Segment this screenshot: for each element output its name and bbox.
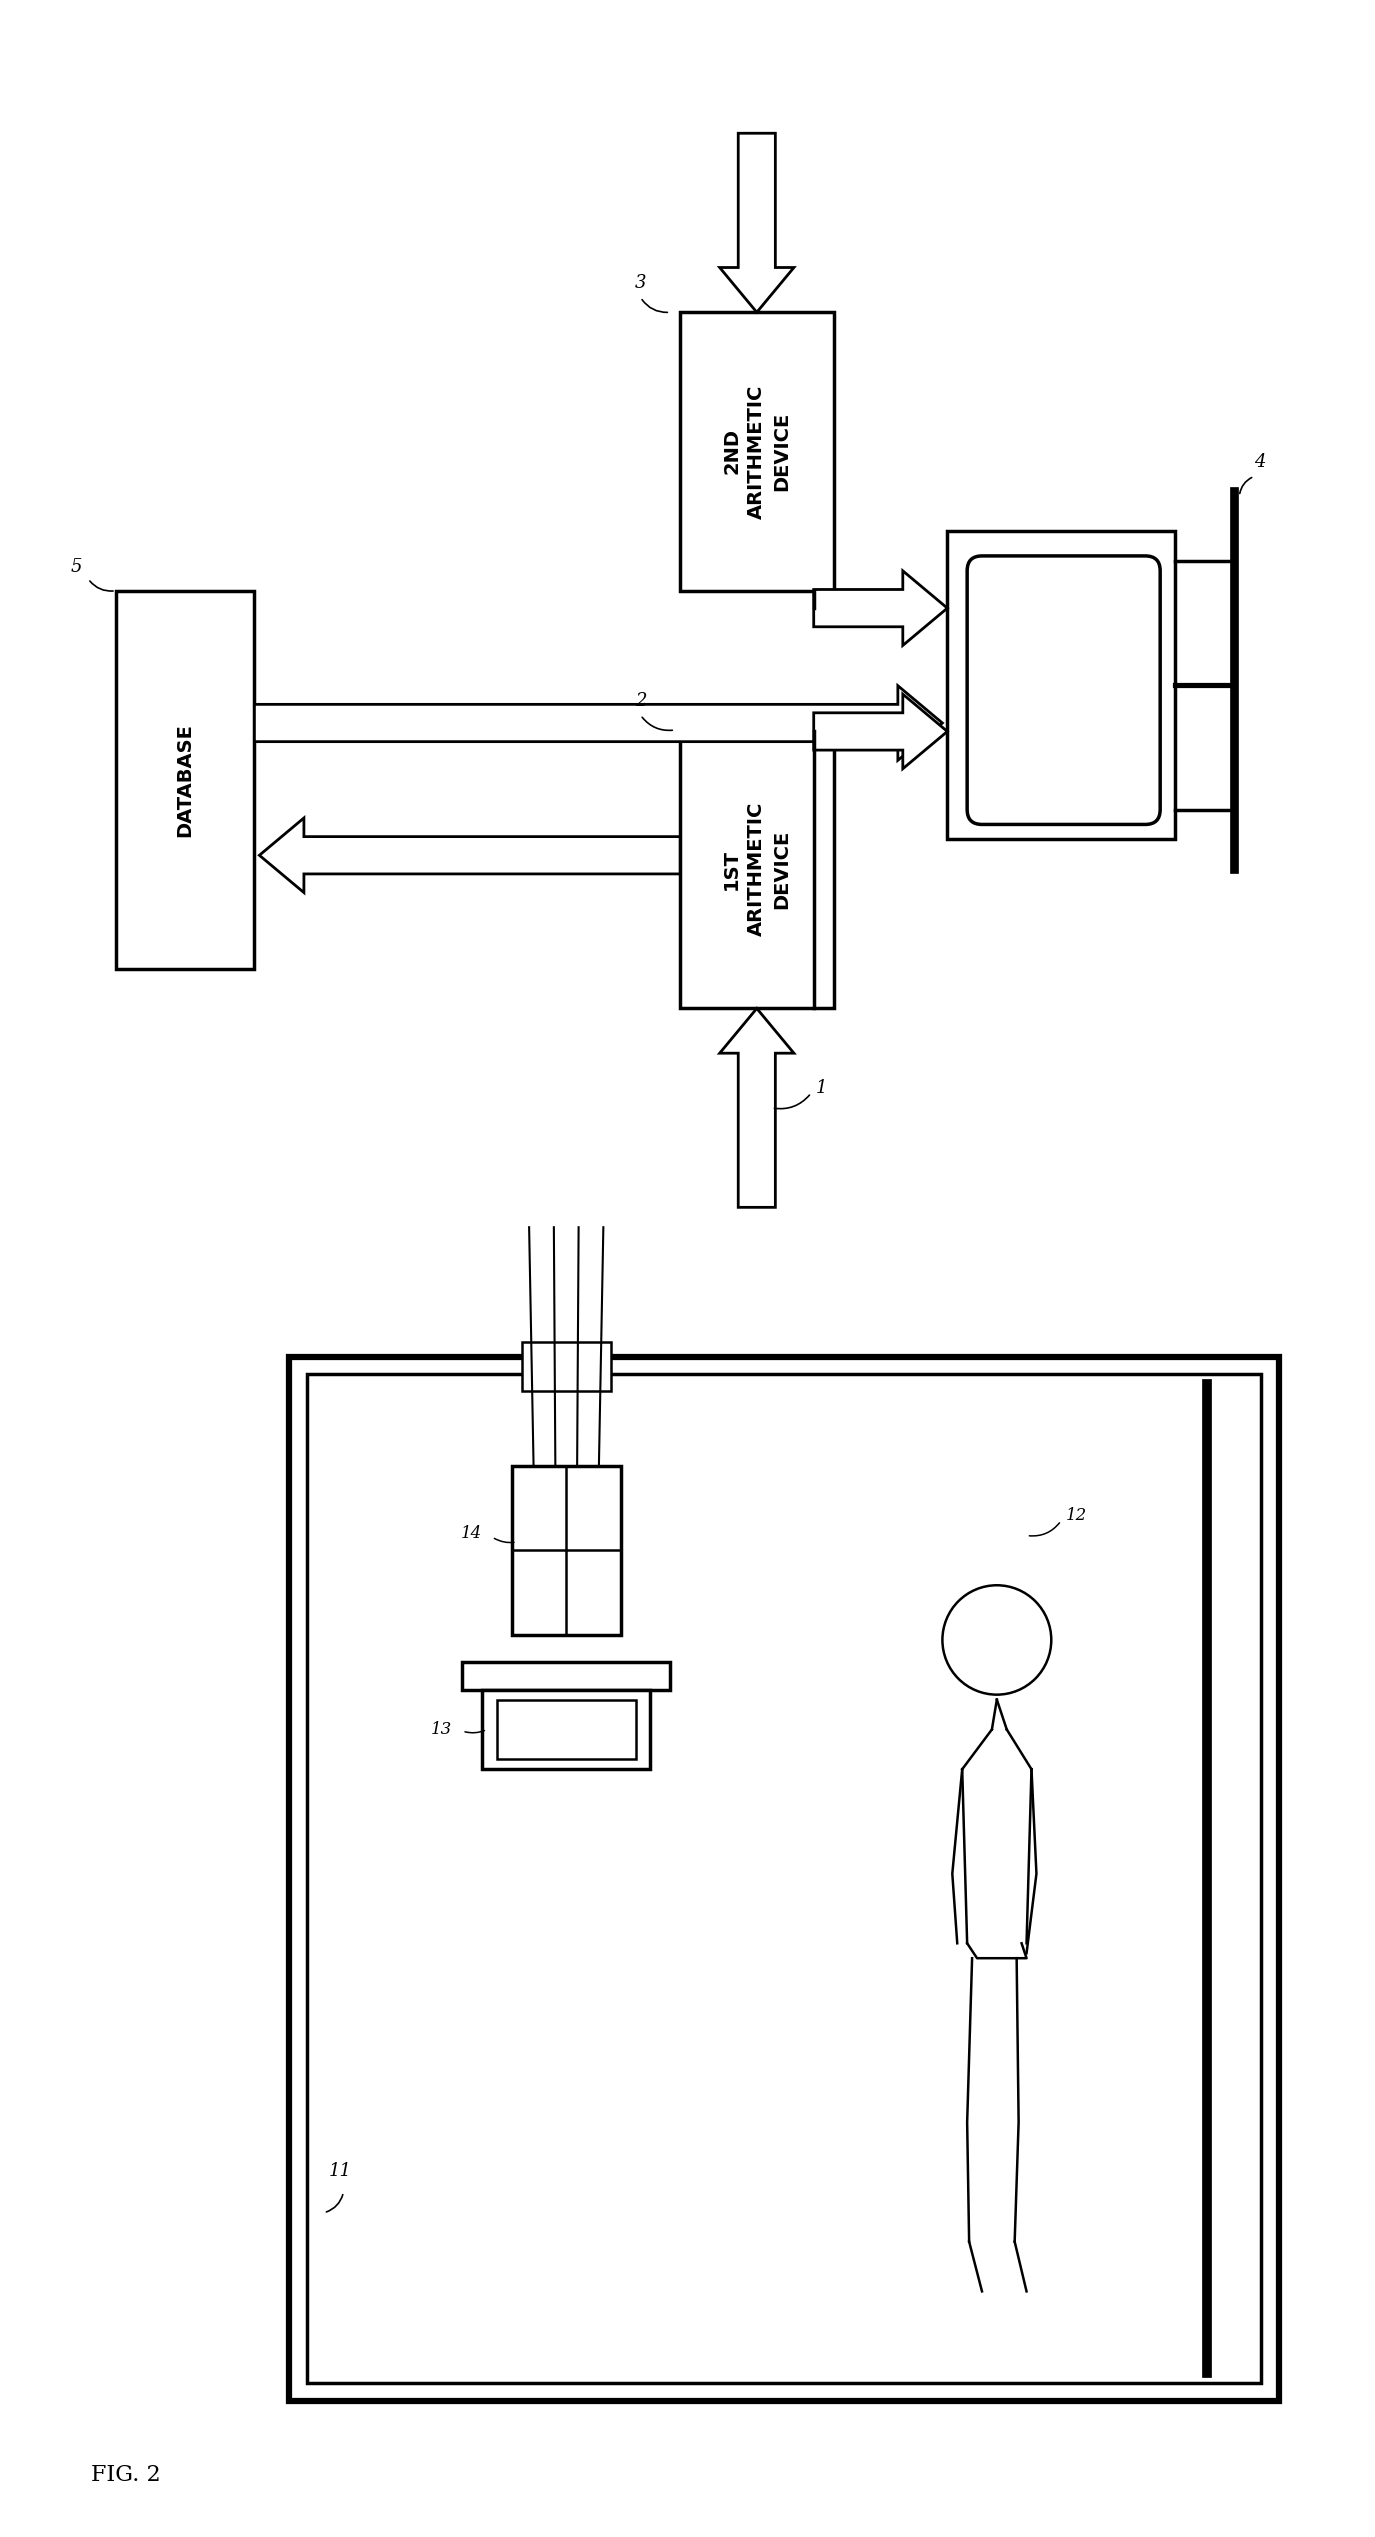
Polygon shape — [719, 1007, 793, 1208]
Bar — [512, 1466, 620, 1634]
Polygon shape — [260, 817, 681, 893]
Text: DATABASE: DATABASE — [176, 723, 195, 837]
Bar — [681, 312, 833, 591]
Text: 4: 4 — [1254, 454, 1266, 472]
Bar — [462, 1662, 670, 1690]
Bar — [521, 1342, 610, 1390]
Polygon shape — [254, 685, 942, 761]
Bar — [307, 1375, 1261, 2382]
Bar — [116, 591, 254, 969]
Bar — [947, 530, 1176, 840]
Bar — [496, 1700, 635, 1758]
Text: 2ND
ARITHMETIC
DEVICE: 2ND ARITHMETIC DEVICE — [722, 383, 791, 518]
Text: 2: 2 — [635, 693, 646, 710]
Polygon shape — [719, 134, 793, 312]
Text: 3: 3 — [635, 274, 646, 292]
Text: 1ST
ARITHMETIC
DEVICE: 1ST ARITHMETIC DEVICE — [722, 802, 791, 936]
Bar — [483, 1690, 650, 1768]
Text: 5: 5 — [70, 558, 82, 576]
Bar — [681, 731, 833, 1007]
Text: FIG. 2: FIG. 2 — [91, 2463, 161, 2486]
FancyBboxPatch shape — [967, 556, 1160, 825]
Bar — [289, 1357, 1279, 2400]
Text: 14: 14 — [461, 1525, 483, 1542]
Polygon shape — [814, 571, 947, 644]
Polygon shape — [814, 695, 947, 769]
Text: 12: 12 — [1066, 1507, 1088, 1525]
Text: 1: 1 — [817, 1078, 828, 1096]
Text: 11: 11 — [329, 2162, 352, 2179]
Text: 13: 13 — [432, 1720, 452, 1738]
